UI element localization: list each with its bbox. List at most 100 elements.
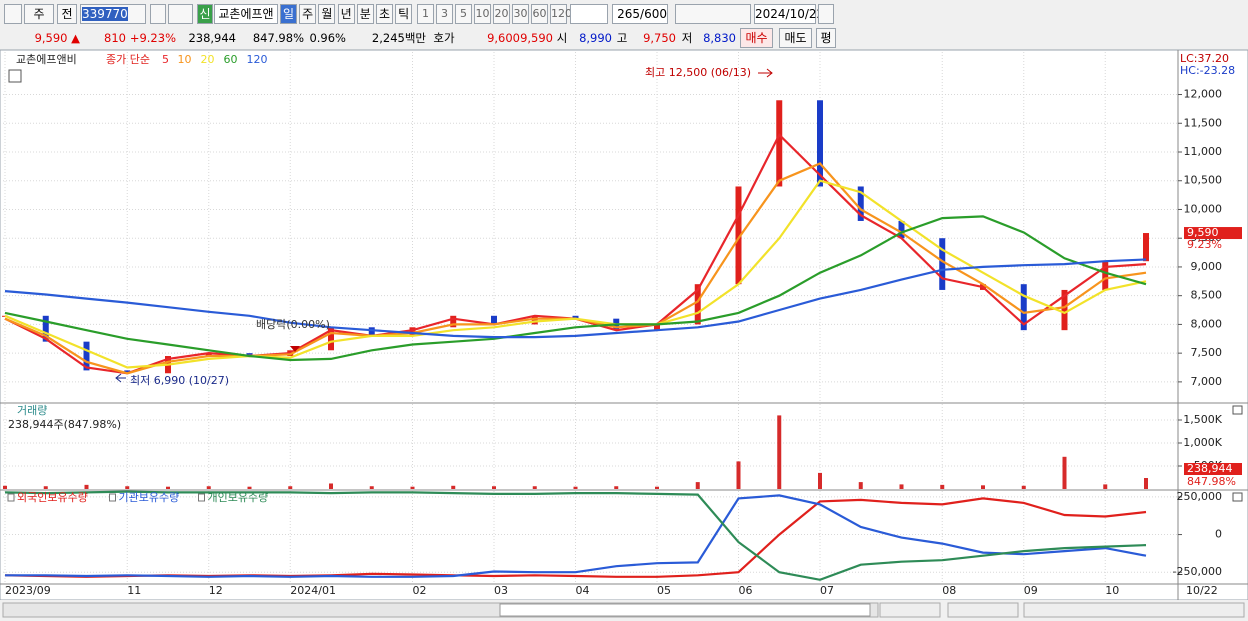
sound-button[interactable]	[168, 4, 193, 24]
candle	[1020, 284, 1027, 331]
x-tick-label: 07	[820, 584, 834, 597]
last-volume: 238,944	[1187, 462, 1233, 475]
x-tick-label: 11	[127, 584, 141, 597]
volume-bar	[614, 486, 619, 489]
volume-bar	[410, 486, 415, 489]
scroll-thumb[interactable]	[499, 603, 871, 617]
multiplier-button[interactable]: 120	[550, 4, 572, 24]
volume-bar	[247, 486, 252, 489]
date-input[interactable]: 2024/10/22	[754, 4, 824, 24]
volume-bar	[1103, 484, 1108, 489]
zoom-slider[interactable]	[947, 602, 1019, 618]
volume-ratio: 847.98%	[252, 31, 304, 45]
period-type[interactable]: 주	[24, 4, 54, 24]
multiplier-button[interactable]: 5	[455, 4, 472, 24]
multiplier-button[interactable]: 10	[474, 4, 491, 24]
x-tick-label: 04	[576, 584, 590, 597]
x-tick-label: 05	[657, 584, 671, 597]
candle	[409, 327, 416, 336]
y-tick-label: -250,000	[1173, 565, 1222, 578]
multiplier-button[interactable]: 60	[531, 4, 548, 24]
volume-bar	[84, 484, 89, 489]
candle	[368, 327, 375, 336]
multiplier-button[interactable]: 30	[512, 4, 529, 24]
sell-button[interactable]: 매도	[779, 28, 812, 48]
volume-bar	[125, 486, 130, 489]
volume-bar	[899, 484, 904, 489]
multiplier-button[interactable]: 3	[436, 4, 453, 24]
candle	[1102, 261, 1109, 290]
play-controls[interactable]	[879, 602, 941, 618]
volume-bar	[655, 486, 659, 489]
candle	[939, 238, 946, 290]
candle	[817, 100, 823, 187]
interval-button[interactable]: 년	[337, 4, 355, 24]
line-series	[4, 258, 1147, 339]
ask-label: 호가	[433, 31, 455, 45]
interval-button[interactable]: 주	[299, 4, 317, 24]
stock-name[interactable]: 교촌에프앤	[214, 4, 278, 24]
volume-bar	[532, 486, 537, 489]
legend-icon	[7, 493, 15, 502]
y-tick-label: 10,500	[1184, 174, 1223, 187]
lc-label: LC:37.20	[1180, 52, 1229, 65]
tool-icons[interactable]	[675, 4, 751, 24]
line-series	[4, 179, 1147, 369]
candle	[83, 341, 90, 371]
annotation: 배당락(0.00%)	[256, 318, 330, 331]
search-button[interactable]	[150, 4, 166, 24]
menu-icon[interactable]	[4, 4, 22, 24]
candle	[450, 315, 457, 328]
badge: 신	[197, 4, 213, 24]
multiplier-button[interactable]: 20	[493, 4, 510, 24]
interval-button[interactable]: 분	[356, 4, 374, 24]
volume-badge	[1184, 463, 1242, 475]
y-tick-label: 0	[1215, 528, 1222, 541]
interval-button[interactable]: 월	[318, 4, 336, 24]
legend-entry: 개인보유수량	[208, 491, 269, 504]
panel-title: 거래량	[17, 404, 47, 417]
blank-input[interactable]	[570, 4, 608, 24]
panel-subtitle: 238,944주(847.98%)	[8, 418, 121, 431]
annotation: 최고 12,500 (06/13)	[645, 66, 751, 79]
volume-bar	[818, 472, 822, 489]
interval-button[interactable]: 일	[280, 4, 297, 24]
interval-button[interactable]: 초	[376, 4, 393, 24]
buy-button[interactable]: 매수	[740, 28, 773, 48]
x-tick-label: 08	[942, 584, 956, 597]
high-label: 고	[616, 31, 628, 45]
legend-icon	[109, 493, 116, 502]
volume-bar	[1144, 478, 1148, 489]
candle	[898, 220, 905, 239]
y-tick-label: 12,000	[1184, 88, 1223, 101]
y-tick-label: 8,500	[1191, 289, 1223, 302]
turnover: 0.96%	[309, 31, 346, 45]
code-input[interactable]: 339770	[80, 4, 146, 24]
bid: 9,590	[520, 31, 553, 45]
candle	[205, 353, 212, 357]
tool-icons[interactable]	[1023, 602, 1245, 618]
panel-button[interactable]	[1232, 405, 1243, 415]
legend-entry: 기관보유수량	[119, 491, 180, 504]
table-icon[interactable]	[8, 69, 22, 83]
prev-button[interactable]: 전	[57, 4, 77, 24]
y-tick-label: 9,000	[1191, 260, 1223, 273]
candle	[1061, 289, 1068, 331]
interval-button[interactable]: 틱	[395, 4, 413, 24]
calendar-button[interactable]	[818, 4, 834, 24]
count-input[interactable]: 265/600	[612, 4, 668, 24]
annotation-arrow	[115, 373, 126, 383]
x-tick-label: 09	[1024, 584, 1038, 597]
legend-indicator: 종가 단순	[106, 53, 150, 66]
multiplier-button[interactable]: 1	[417, 4, 434, 24]
candle	[531, 315, 538, 325]
open-label: 시	[556, 31, 568, 45]
volume-bar	[206, 486, 211, 489]
last-change: 9.23%	[1187, 238, 1222, 251]
panel-button[interactable]	[1232, 492, 1243, 502]
avg-button[interactable]: 평	[816, 28, 836, 48]
volume-bar	[1062, 456, 1067, 489]
x-tick-label: 2024/01	[290, 584, 336, 597]
code-text: 339770	[82, 7, 128, 21]
y-tick-label: 10,000	[1184, 202, 1223, 215]
